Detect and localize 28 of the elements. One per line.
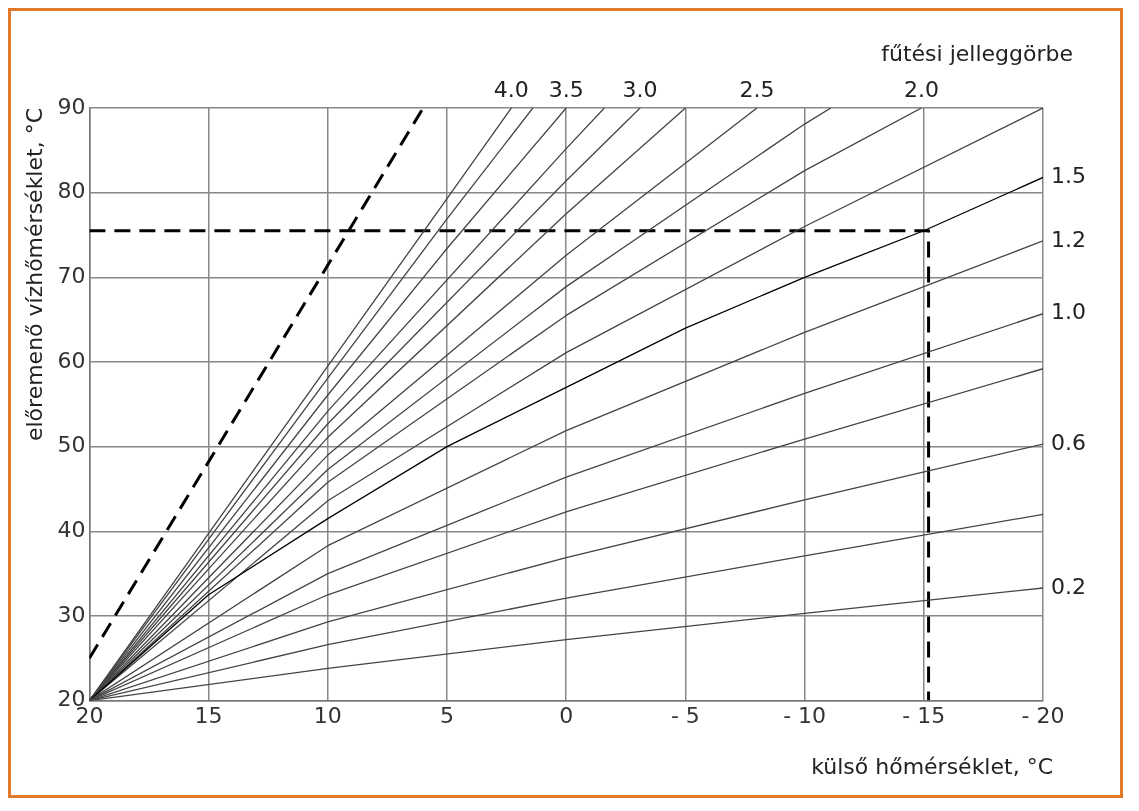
- x-tick-label: - 10: [783, 702, 827, 728]
- series-label: 3.0: [622, 76, 658, 102]
- y-tick-label: 30: [57, 601, 86, 627]
- x-tick-label: - 5: [670, 702, 700, 728]
- series-label: 1.5: [1051, 163, 1086, 189]
- y-tick-label: 80: [57, 178, 86, 204]
- x-axis-title: külső hőmérséklet, °C: [811, 753, 1053, 779]
- x-tick-label: - 15: [902, 702, 946, 728]
- y-tick-label: 50: [57, 432, 86, 458]
- x-tick-label: 10: [313, 702, 342, 728]
- series-label: 1.0: [1051, 299, 1086, 325]
- y-axis-title: előremenő vízhőmérséklet, °C: [21, 108, 47, 442]
- y-tick-label: 90: [57, 93, 86, 119]
- series-label: 0.6: [1051, 429, 1086, 455]
- series-label: 4.0: [493, 76, 529, 102]
- y-tick-label: 60: [57, 347, 86, 373]
- x-tick-label: 15: [194, 702, 223, 728]
- series-label: 2.0: [903, 76, 939, 102]
- x-tick-label: 0: [559, 702, 574, 728]
- series-label: 1.2: [1051, 226, 1086, 252]
- series-label: 2.5: [739, 76, 775, 102]
- series-label: 0.2: [1051, 573, 1086, 599]
- y-tick-label: 40: [57, 517, 86, 542]
- y-tick-label: 70: [57, 263, 86, 289]
- series-label: 3.5: [548, 76, 584, 102]
- legend-title: fűtési jelleggörbe: [881, 40, 1073, 66]
- x-tick-label: - 20: [1021, 702, 1065, 728]
- x-tick-label: 5: [440, 702, 454, 728]
